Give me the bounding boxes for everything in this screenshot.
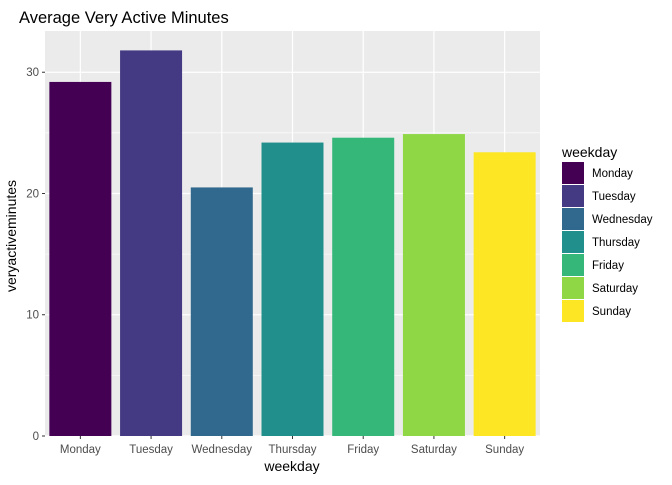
bar-friday bbox=[332, 137, 395, 436]
legend-key-friday bbox=[562, 254, 584, 276]
legend-title: weekday bbox=[561, 144, 617, 160]
legend-label: Friday bbox=[592, 260, 624, 272]
legend-key-monday bbox=[562, 162, 584, 184]
legend-key-saturday bbox=[562, 277, 584, 299]
legend-label: Thursday bbox=[592, 237, 640, 249]
x-tick-label: Monday bbox=[60, 444, 101, 456]
legend: Monday Tuesday Wednesday Thursday Friday Satu… bbox=[562, 162, 653, 322]
x-tick-label: Tuesday bbox=[129, 444, 173, 456]
y-tick-label: 30 bbox=[26, 67, 39, 79]
bar-sunday bbox=[473, 152, 536, 436]
legend-label: Saturday bbox=[592, 283, 638, 295]
legend-key-thursday bbox=[562, 231, 584, 253]
y-tick-label: 0 bbox=[33, 431, 39, 443]
bar-wednesday bbox=[190, 187, 253, 436]
x-tick-label: Saturday bbox=[411, 444, 457, 456]
bar-monday bbox=[49, 81, 112, 436]
legend-label: Sunday bbox=[592, 306, 631, 318]
chart-title: Average Very Active Minutes bbox=[19, 9, 229, 27]
x-tick-label: Wednesday bbox=[192, 444, 253, 456]
x-axis-title: weekday bbox=[263, 458, 319, 474]
y-tick-label: 20 bbox=[26, 188, 39, 200]
legend-key-sunday bbox=[562, 300, 584, 322]
legend-label: Tuesday bbox=[592, 191, 636, 203]
x-tick-label: Friday bbox=[347, 444, 379, 456]
legend-label: Wednesday bbox=[592, 214, 653, 226]
bar-thursday bbox=[261, 142, 324, 436]
y-tick-label: 10 bbox=[26, 310, 39, 322]
y-axis-title: veryactiveminutes bbox=[3, 180, 19, 292]
axes: 0 10 20 30 Monday Tuesday Wednesday Thursday Fri… bbox=[26, 67, 524, 456]
x-tick-label: Sunday bbox=[485, 444, 524, 456]
legend-label: Monday bbox=[592, 168, 633, 180]
legend-key-wednesday bbox=[562, 208, 584, 230]
bars bbox=[49, 50, 536, 437]
bar-saturday bbox=[402, 134, 465, 437]
legend-key-tuesday bbox=[562, 185, 584, 207]
x-tick-label: Thursday bbox=[269, 444, 317, 456]
bar-tuesday bbox=[120, 50, 183, 437]
